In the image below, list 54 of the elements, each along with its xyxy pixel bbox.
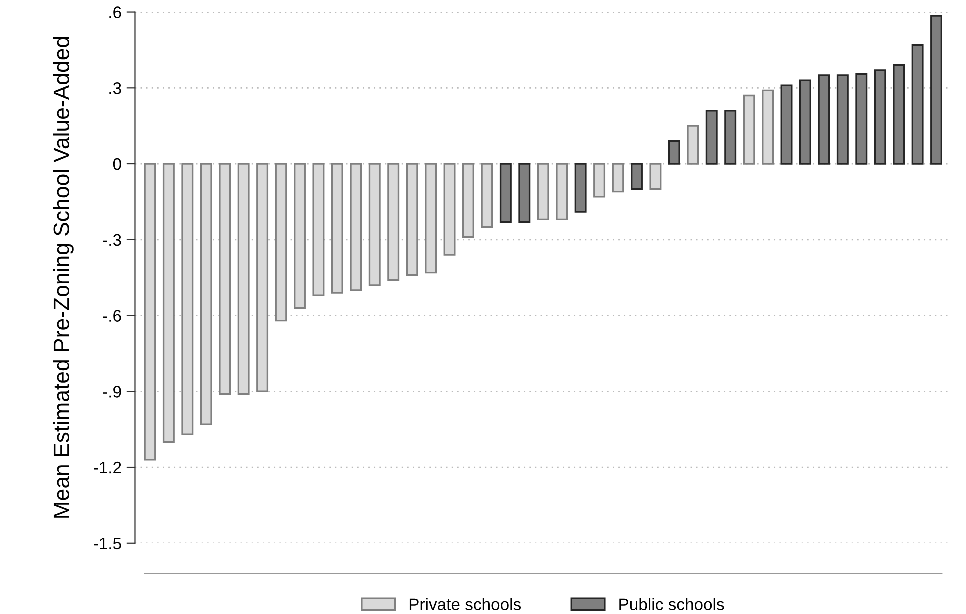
bar [162, 163, 175, 444]
bar [818, 74, 830, 165]
bar [687, 125, 700, 165]
bar [631, 163, 643, 190]
bar [537, 163, 550, 220]
bar [930, 15, 943, 165]
y-tick-label: .3 [110, 82, 122, 94]
bar [182, 163, 194, 436]
y-tick-label: -.9 [103, 386, 122, 398]
bar [594, 163, 606, 198]
bar [856, 73, 868, 165]
bar [500, 163, 512, 224]
bar [219, 163, 232, 396]
legend-label: Private schools [410, 598, 522, 610]
bar [425, 163, 438, 274]
bar [462, 163, 474, 238]
y-axis-title: Mean Estimated Pre-Zoning School Value-Added [53, 37, 74, 518]
y-tick-label: 0 [113, 158, 122, 170]
bar [668, 140, 680, 165]
y-tick-label: -.6 [103, 310, 122, 322]
bar [743, 94, 756, 165]
bar [893, 64, 906, 165]
bar [275, 163, 288, 322]
bar [799, 80, 812, 165]
bar [238, 163, 250, 396]
y-tick-label: .6 [110, 6, 122, 18]
bar [481, 163, 494, 228]
bar [556, 163, 568, 220]
bar [874, 70, 886, 165]
bar [200, 163, 212, 426]
y-tick-label: -1.5 [94, 538, 122, 550]
bar [780, 84, 793, 165]
y-tick-label: -1.2 [94, 462, 122, 474]
bar [612, 163, 624, 193]
bar [518, 163, 531, 224]
bar [294, 163, 306, 310]
bar [574, 163, 587, 213]
bar [406, 163, 418, 276]
bar [444, 163, 456, 256]
bar [650, 163, 662, 190]
bar [144, 163, 156, 461]
bar [331, 163, 344, 294]
bar [256, 163, 269, 392]
bar [312, 163, 325, 296]
bar [912, 44, 924, 165]
legend-label: Public schools [620, 598, 724, 610]
bar [724, 110, 737, 165]
bar [762, 90, 774, 165]
bar [350, 163, 362, 292]
bar [368, 163, 381, 286]
y-tick-label: -.3 [103, 234, 122, 246]
bar [706, 110, 718, 165]
bar [836, 74, 849, 165]
bar [388, 163, 400, 282]
